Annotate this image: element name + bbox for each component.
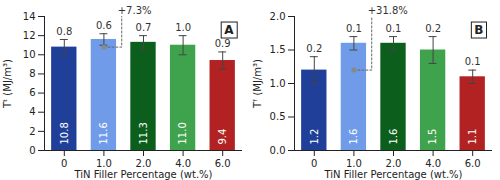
svg-text:2.0: 2.0 [386, 158, 402, 169]
svg-text:8: 8 [29, 68, 35, 79]
svg-text:6.0: 6.0 [465, 158, 481, 169]
svg-text:11.0: 11.0 [177, 122, 188, 144]
svg-text:6: 6 [29, 87, 35, 98]
svg-text:A: A [224, 23, 234, 37]
svg-text:0.7: 0.7 [136, 22, 152, 33]
svg-text:0.2: 0.2 [306, 43, 322, 54]
svg-text:0: 0 [311, 158, 317, 169]
svg-text:+7.3%: +7.3% [118, 5, 152, 16]
svg-text:1.5: 1.5 [270, 44, 286, 55]
svg-text:10: 10 [23, 49, 36, 60]
svg-text:12: 12 [23, 30, 36, 41]
svg-text:2.0: 2.0 [270, 11, 286, 22]
svg-text:14: 14 [23, 11, 36, 22]
svg-text:0.5: 0.5 [270, 111, 286, 122]
svg-text:0.9: 0.9 [215, 38, 231, 49]
svg-text:1.5: 1.5 [427, 129, 438, 145]
svg-text:0.0: 0.0 [270, 145, 286, 156]
svg-text:2.0: 2.0 [136, 158, 152, 169]
svg-text:0.1: 0.1 [346, 23, 362, 34]
svg-text:1.6: 1.6 [388, 129, 399, 145]
svg-text:B: B [474, 23, 483, 37]
svg-text:0.1: 0.1 [465, 56, 481, 67]
svg-text:9.4: 9.4 [217, 129, 228, 145]
svg-text:4.0: 4.0 [425, 158, 441, 169]
svg-text:Tᶠ (MJ/m³): Tᶠ (MJ/m³) [252, 59, 263, 109]
svg-text:1.0: 1.0 [346, 158, 362, 169]
svg-text:6.0: 6.0 [215, 158, 231, 169]
svg-text:1.6: 1.6 [348, 129, 359, 145]
svg-text:1.2: 1.2 [309, 129, 320, 145]
svg-text:0.6: 0.6 [96, 20, 112, 31]
svg-text:TiN Filler Percentage (wt.%): TiN Filler Percentage (wt.%) [73, 169, 212, 180]
svg-text:0.8: 0.8 [56, 26, 72, 37]
svg-text:4: 4 [29, 106, 35, 117]
svg-text:0.2: 0.2 [425, 23, 441, 34]
svg-text:1.1: 1.1 [467, 129, 478, 145]
svg-text:+31.8%: +31.8% [368, 5, 408, 16]
svg-text:1.0: 1.0 [96, 158, 112, 169]
svg-text:1.0: 1.0 [270, 78, 286, 89]
svg-text:11.6: 11.6 [98, 122, 109, 144]
svg-text:0.1: 0.1 [386, 23, 402, 34]
svg-text:4.0: 4.0 [175, 158, 191, 169]
svg-text:11.3: 11.3 [138, 122, 149, 144]
svg-text:2: 2 [29, 126, 35, 137]
svg-text:0: 0 [61, 158, 67, 169]
svg-text:0: 0 [29, 145, 35, 156]
svg-text:1.0: 1.0 [175, 22, 191, 33]
svg-text:Tᵗ (MJ/m³): Tᵗ (MJ/m³) [2, 59, 13, 109]
svg-text:TiN Filler Percentage (wt.%): TiN Filler Percentage (wt.%) [323, 169, 462, 180]
svg-text:10.8: 10.8 [59, 122, 70, 144]
